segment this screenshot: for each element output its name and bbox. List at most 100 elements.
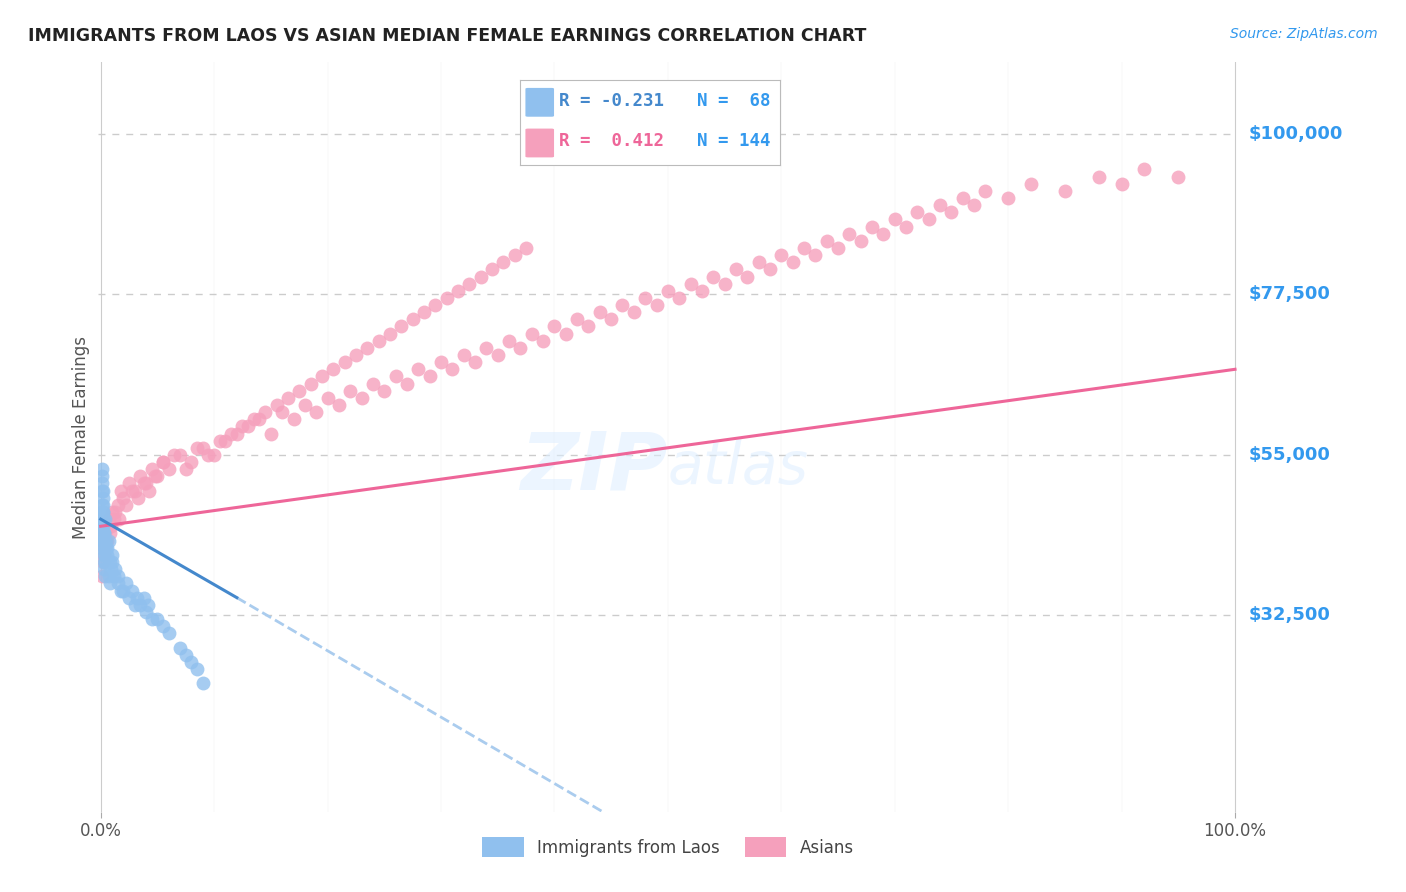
Point	[114, 498, 136, 512]
Point	[543, 319, 565, 334]
Y-axis label: Median Female Earnings: Median Female Earnings	[72, 335, 90, 539]
Point	[107, 576, 129, 591]
Point	[90, 512, 112, 526]
Point	[470, 269, 492, 284]
Point	[90, 569, 112, 583]
Text: atlas: atlas	[668, 439, 808, 496]
Text: $100,000: $100,000	[1249, 125, 1343, 143]
Point	[1111, 177, 1133, 191]
Point	[1088, 169, 1111, 184]
Point	[565, 312, 588, 326]
Point	[180, 455, 202, 469]
Point	[929, 198, 952, 212]
Point	[186, 662, 208, 676]
Point	[509, 341, 531, 355]
Point	[827, 241, 849, 255]
Point	[464, 355, 486, 369]
Point	[214, 434, 236, 448]
Point	[152, 455, 174, 469]
Point	[91, 505, 114, 519]
Point	[101, 555, 124, 569]
Point	[905, 205, 928, 219]
Point	[219, 426, 242, 441]
Point	[129, 469, 152, 483]
Point	[169, 448, 191, 462]
Point	[1019, 177, 1042, 191]
Point	[503, 248, 526, 262]
Point	[378, 326, 401, 341]
Point	[952, 191, 974, 205]
Point	[735, 269, 758, 284]
Point	[481, 262, 503, 277]
Point	[107, 498, 129, 512]
Point	[93, 548, 115, 562]
Text: $55,000: $55,000	[1249, 446, 1330, 464]
Point	[668, 291, 690, 305]
Point	[1133, 162, 1156, 177]
Point	[997, 191, 1019, 205]
Point	[395, 376, 418, 391]
Point	[93, 526, 115, 541]
Point	[132, 476, 155, 491]
Point	[373, 384, 395, 398]
Point	[271, 405, 294, 419]
Point	[918, 212, 941, 227]
Point	[894, 219, 917, 234]
Point	[748, 255, 770, 269]
Point	[492, 255, 515, 269]
Point	[96, 541, 118, 555]
Point	[98, 555, 121, 569]
Point	[118, 591, 141, 605]
Point	[112, 583, 135, 598]
Point	[657, 284, 679, 298]
Point	[531, 334, 554, 348]
Point	[96, 519, 118, 533]
Point	[94, 512, 117, 526]
Point	[333, 355, 356, 369]
Point	[486, 348, 509, 362]
Point	[121, 583, 143, 598]
Point	[180, 655, 202, 669]
Point	[114, 576, 136, 591]
Point	[91, 483, 114, 498]
Point	[100, 519, 122, 533]
Point	[266, 398, 288, 412]
Point	[125, 591, 148, 605]
Point	[90, 505, 112, 519]
Point	[94, 526, 117, 541]
Text: Source: ZipAtlas.com: Source: ZipAtlas.com	[1230, 27, 1378, 41]
Point	[441, 362, 464, 376]
FancyBboxPatch shape	[526, 128, 554, 157]
Point	[90, 512, 112, 526]
Point	[294, 398, 316, 412]
Point	[141, 462, 163, 476]
Point	[124, 483, 146, 498]
Legend: Immigrants from Laos, Asians: Immigrants from Laos, Asians	[475, 830, 860, 863]
Text: R = -0.231: R = -0.231	[560, 93, 664, 111]
Point	[97, 512, 120, 526]
Point	[101, 505, 124, 519]
Point	[430, 355, 453, 369]
Point	[138, 483, 160, 498]
Point	[453, 348, 475, 362]
Point	[93, 562, 115, 576]
Point	[339, 384, 361, 398]
Point	[152, 455, 174, 469]
Point	[94, 555, 117, 569]
Point	[100, 562, 122, 576]
Point	[702, 269, 724, 284]
Point	[208, 434, 231, 448]
Point	[93, 541, 115, 555]
Point	[243, 412, 266, 426]
Point	[174, 462, 197, 476]
Point	[91, 505, 114, 519]
Text: N =  68: N = 68	[697, 93, 770, 111]
Point	[91, 519, 114, 533]
Point	[91, 555, 114, 569]
Point	[1053, 184, 1076, 198]
Point	[93, 548, 115, 562]
Point	[498, 334, 520, 348]
Point	[174, 648, 197, 662]
Point	[90, 526, 112, 541]
Text: $32,500: $32,500	[1249, 607, 1330, 624]
